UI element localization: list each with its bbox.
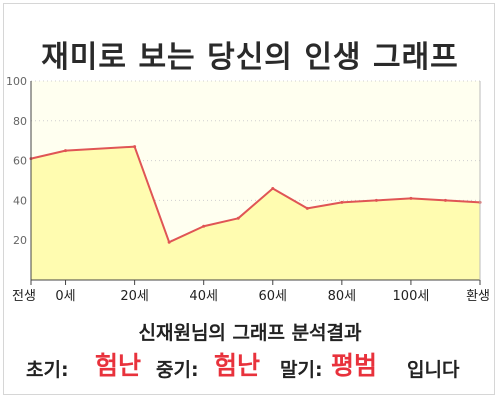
x-tick-label: 20세	[120, 289, 149, 304]
analysis-subtitle: 신재원님의 그래프 분석결과	[138, 322, 362, 344]
data-point	[133, 145, 137, 149]
x-tick-label: 환생	[466, 289, 490, 304]
data-point	[271, 186, 275, 190]
early-value: 험난	[95, 351, 142, 380]
y-tick-label: 80	[13, 115, 27, 128]
x-tick-label: 80세	[328, 289, 357, 304]
y-tick-label: 100	[6, 75, 27, 88]
y-tick-label: 20	[13, 234, 27, 247]
mid-label: 중기:	[156, 359, 199, 381]
y-tick-label: 60	[13, 155, 27, 168]
x-tick-label: 0세	[55, 289, 75, 304]
data-point	[340, 200, 344, 204]
analysis-result: 초기: 험난 중기: 험난 말기: 평범 입니다	[0, 346, 500, 382]
x-tick-label: 40세	[189, 289, 218, 304]
area-fill	[31, 146, 480, 280]
mid-value: 험난	[214, 351, 261, 380]
data-point	[305, 206, 309, 210]
late-label: 말기:	[280, 359, 323, 381]
early-label: 초기:	[26, 359, 69, 381]
late-value: 평범	[331, 351, 378, 380]
x-tick-label: 전생	[12, 289, 36, 304]
data-point	[167, 240, 171, 244]
suffix-text: 입니다	[407, 359, 460, 381]
card-frame	[3, 3, 495, 395]
data-point	[236, 216, 240, 220]
data-point	[443, 198, 447, 202]
data-point	[374, 198, 378, 202]
page-title: 재미로 보는 당신의 인생 그래프	[41, 40, 459, 75]
y-tick-label: 40	[13, 194, 27, 207]
x-tick-label: 100세	[393, 289, 430, 304]
data-point	[202, 224, 206, 228]
data-point	[409, 196, 413, 200]
data-point	[64, 149, 68, 153]
x-tick-label: 60세	[259, 289, 288, 304]
